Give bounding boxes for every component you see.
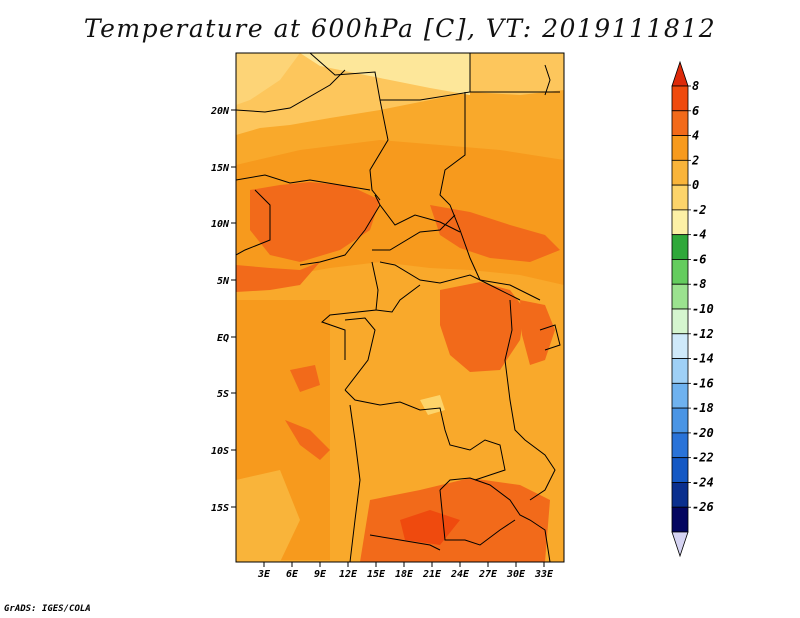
colorbar-label: -2 bbox=[692, 203, 706, 217]
lon-label-33e: 33E bbox=[534, 569, 554, 580]
colorbar-swatch bbox=[671, 457, 689, 483]
lat-label-eq: EQ bbox=[217, 333, 229, 344]
lon-label-24e: 24E bbox=[450, 569, 470, 580]
lat-label-5n: 5N bbox=[217, 276, 230, 287]
colorbar-swatch bbox=[671, 135, 689, 161]
colorbar-label: -6 bbox=[692, 252, 706, 266]
lon-label-30e: 30E bbox=[506, 569, 526, 580]
lon-label-21e: 21E bbox=[422, 569, 442, 580]
grads-credit: GrADS: IGES/COLA bbox=[4, 604, 91, 614]
colorbar-swatch bbox=[671, 333, 689, 359]
colorbar-label: 4 bbox=[692, 129, 699, 143]
colorbar-swatch bbox=[671, 184, 689, 211]
map-frame bbox=[235, 52, 565, 563]
lat-label-20n: 20N bbox=[210, 106, 230, 117]
colorbar-label: -10 bbox=[692, 302, 714, 316]
colorbar-label: -24 bbox=[692, 475, 714, 489]
lat-label-15n: 15N bbox=[211, 163, 230, 174]
colorbar-swatch bbox=[671, 283, 689, 310]
colorbar-swatch bbox=[671, 407, 689, 434]
lon-label-6e: 6E bbox=[286, 569, 299, 580]
colorbar-swatch bbox=[671, 382, 689, 409]
colorbar-label: 8 bbox=[692, 79, 699, 93]
latitude-axis: 20N 15N 10N 5N EQ 5S 10S 15S bbox=[210, 106, 236, 514]
lon-label-15e: 15E bbox=[367, 569, 386, 580]
colorbar-label: -16 bbox=[692, 376, 714, 390]
colorbar-swatch bbox=[671, 234, 689, 260]
colorbar-swatch bbox=[671, 85, 689, 112]
colorbar-swatch bbox=[671, 110, 689, 136]
colorbar-swatch bbox=[671, 358, 689, 384]
lat-label-10s: 10S bbox=[211, 446, 229, 457]
longitude-axis: 3E 6E 9E 12E 15E 18E 21E 24E 27E 30E 33E bbox=[257, 562, 554, 580]
colorbar-swatch bbox=[671, 482, 689, 508]
lon-label-27e: 27E bbox=[478, 569, 498, 580]
lon-label-3e: 3E bbox=[257, 569, 271, 580]
colorbar-swatch bbox=[671, 308, 689, 335]
colorbar-label: 0 bbox=[692, 178, 699, 192]
colorbar: 8 6 4 2 0 -2 -4 -6 -8 -10 -12 -14 -16 -18 -20 -22 -24 -26 bbox=[671, 60, 714, 558]
lon-label-18e: 18E bbox=[395, 569, 414, 580]
temperature-field bbox=[236, 53, 564, 562]
colorbar-label: -12 bbox=[692, 327, 714, 341]
colorbar-swatch bbox=[671, 506, 689, 533]
colorbar-label: 2 bbox=[691, 153, 699, 167]
colorbar-label: 6 bbox=[692, 104, 699, 118]
colorbar-swatch bbox=[671, 209, 689, 236]
colorbar-label: -26 bbox=[692, 500, 714, 514]
colorbar-label: -4 bbox=[692, 228, 706, 242]
lon-label-12e: 12E bbox=[339, 569, 358, 580]
colorbar-label: -18 bbox=[692, 401, 714, 415]
colorbar-label: -8 bbox=[692, 277, 706, 291]
lat-label-10n: 10N bbox=[211, 219, 230, 230]
chart-title: Temperature at 600hPa [C], VT: 201911181… bbox=[83, 14, 717, 43]
lat-label-15s: 15S bbox=[211, 503, 229, 514]
lon-label-9e: 9E bbox=[314, 569, 327, 580]
country-borders bbox=[236, 53, 561, 562]
colorbar-bottom-arrow bbox=[671, 531, 689, 558]
colorbar-top-arrow bbox=[671, 60, 689, 87]
colorbar-swatch bbox=[671, 159, 689, 186]
colorbar-label: -20 bbox=[692, 426, 714, 440]
lat-label-5s: 5S bbox=[217, 389, 229, 400]
colorbar-swatch bbox=[671, 432, 689, 459]
colorbar-label: -14 bbox=[692, 352, 714, 366]
colorbar-swatch bbox=[671, 259, 689, 285]
colorbar-label: -22 bbox=[692, 451, 714, 465]
